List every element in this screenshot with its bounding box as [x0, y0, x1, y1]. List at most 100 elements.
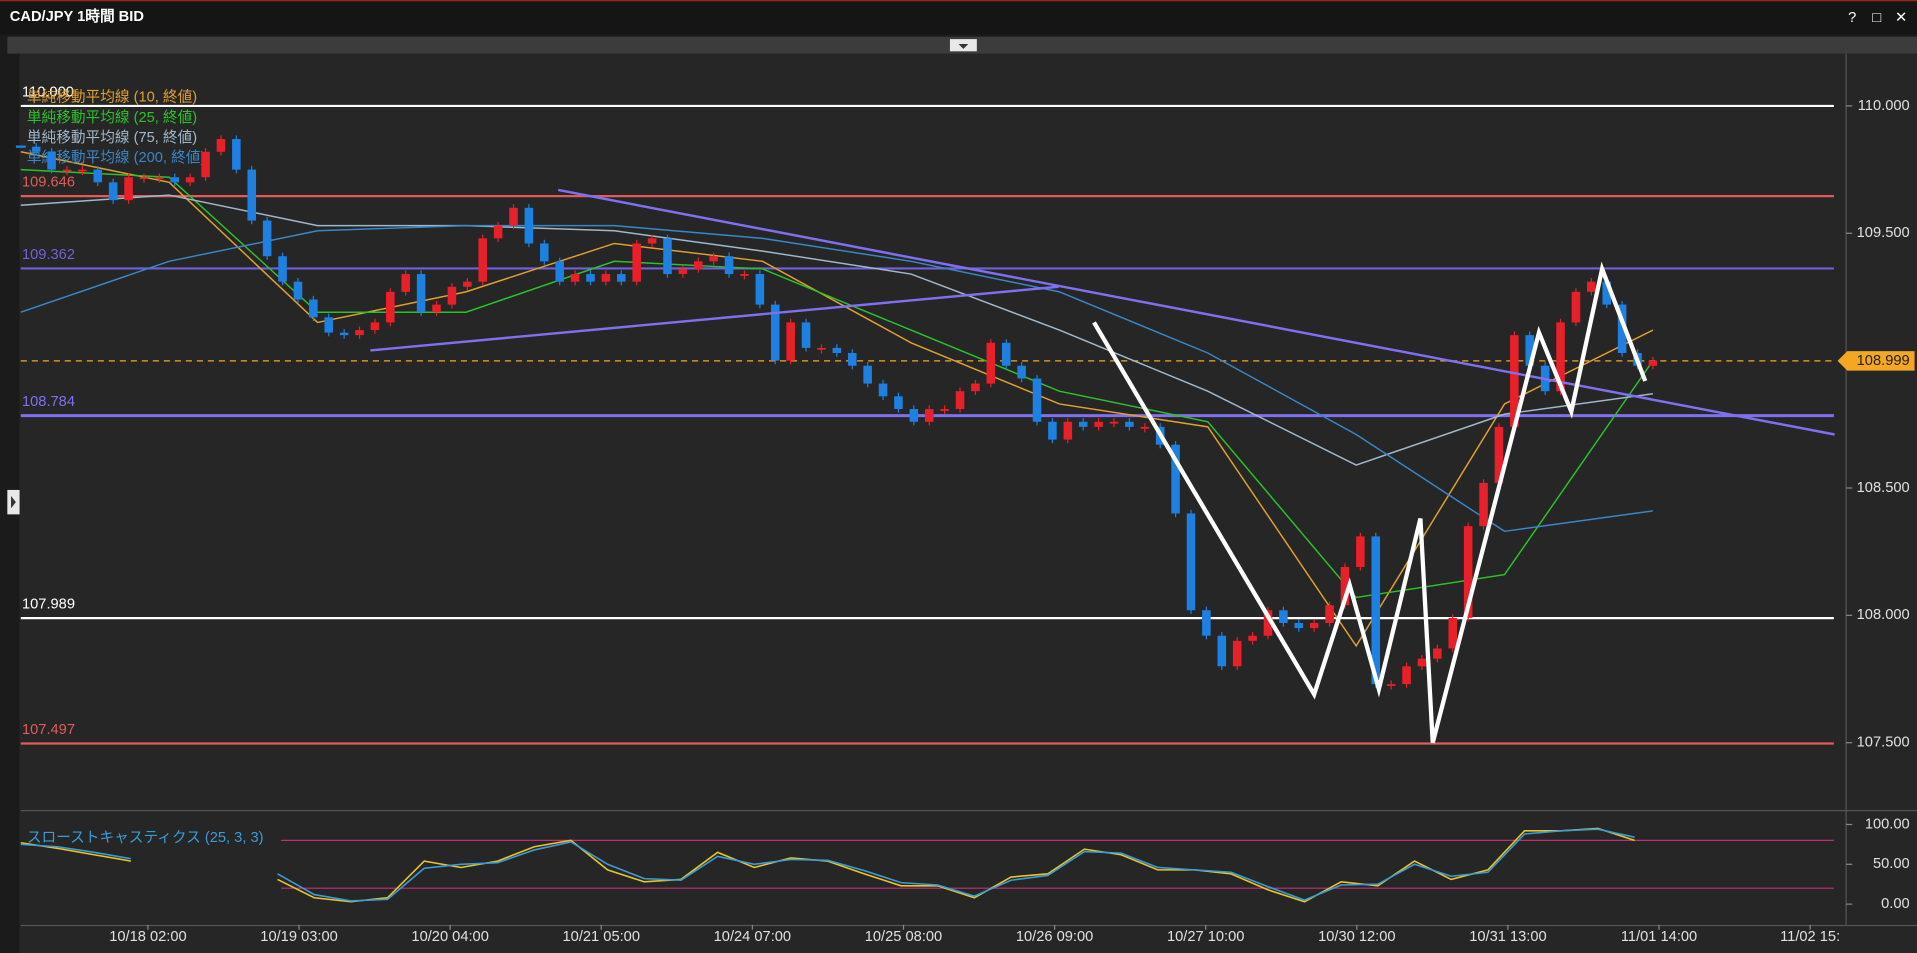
close-button[interactable]: ✕	[1895, 10, 1907, 26]
candle	[1510, 335, 1519, 427]
candle	[139, 177, 149, 180]
candle	[1648, 360, 1658, 366]
candle	[1248, 635, 1257, 641]
candle	[586, 274, 595, 282]
x-tick-label: 10/19 03:00	[260, 929, 337, 945]
candle	[940, 409, 949, 411]
candle	[709, 256, 718, 262]
candle	[1587, 281, 1596, 292]
candle	[1202, 610, 1211, 636]
candle	[386, 291, 395, 323]
candle	[555, 261, 564, 282]
candle	[1371, 536, 1381, 685]
side-arrow	[11, 496, 16, 509]
candle	[632, 243, 641, 282]
candle	[617, 274, 626, 282]
candle	[216, 139, 226, 152]
candle	[1032, 378, 1042, 422]
candle	[416, 274, 426, 313]
candle	[93, 169, 103, 183]
level-label: 107.989	[22, 597, 75, 613]
candle	[1294, 622, 1304, 629]
chart-background	[7, 53, 1917, 953]
candle	[663, 238, 672, 275]
current-price-tag	[1837, 351, 1915, 371]
candle	[540, 243, 549, 262]
stochastic-panel: 100.00 50.00 0.00 スローストキャスティクス (25, 3, 3)	[20, 816, 1910, 912]
legend-entry: 単純移動平均線 (200, 終値)	[27, 149, 205, 166]
candle	[724, 256, 734, 275]
candle	[232, 139, 241, 170]
legend-entry: 単純移動平均線 (75, 終値)	[27, 129, 197, 146]
x-tick-label: 10/24 07:00	[714, 929, 791, 945]
candle	[401, 274, 411, 292]
level-label: 109.646	[22, 175, 75, 191]
moving-average-line	[20, 168, 1654, 599]
legend-entry: 単純移動平均線 (10, 終値)	[27, 89, 197, 106]
candle	[693, 261, 703, 269]
candle	[1109, 421, 1119, 424]
candle	[108, 182, 118, 201]
candle	[339, 332, 349, 336]
candle	[1309, 622, 1319, 629]
candle	[1263, 610, 1273, 636]
level-label: 109.362	[22, 247, 75, 263]
moving-average-line	[20, 224, 1654, 533]
candle	[1001, 342, 1011, 366]
candle	[909, 409, 919, 422]
candle	[278, 256, 287, 282]
y-tick-label: 108.000	[1857, 607, 1910, 623]
x-tick-label: 10/31 13:00	[1469, 929, 1546, 945]
candle	[1479, 482, 1488, 527]
y-tick-label: 108.500	[1857, 480, 1910, 496]
candle	[1094, 421, 1103, 427]
y-tick-label: 107.500	[1857, 735, 1910, 751]
candle	[185, 177, 195, 183]
candle	[1186, 513, 1196, 611]
candle	[1125, 421, 1134, 427]
y-tick-label: 110.000	[1858, 98, 1910, 114]
candle	[124, 177, 133, 201]
candle	[1356, 536, 1365, 567]
candle	[1048, 421, 1057, 440]
candle	[1617, 304, 1627, 353]
candle	[1017, 365, 1026, 379]
candle	[971, 383, 980, 392]
candle	[31, 146, 41, 152]
candle	[201, 151, 210, 178]
candle	[478, 238, 487, 282]
maximize-button[interactable]: □	[1872, 10, 1881, 26]
candle	[170, 177, 180, 183]
candle	[262, 220, 272, 257]
candle	[432, 304, 441, 313]
help-button[interactable]: ?	[1848, 10, 1856, 26]
candle	[309, 299, 318, 318]
candle	[786, 322, 795, 361]
x-tick-label: 10/18 02:00	[109, 929, 186, 945]
candle	[293, 281, 303, 300]
candle	[1463, 526, 1473, 618]
y-tick-label: 0.00	[1881, 896, 1910, 912]
level-label: 107.497	[22, 722, 75, 738]
x-tick-label: 11/01 14:00	[1621, 929, 1697, 945]
candle	[878, 383, 888, 397]
candle	[509, 207, 518, 226]
candle	[524, 207, 534, 244]
current-price-label: 108.999	[1857, 353, 1910, 369]
candle	[647, 238, 657, 244]
trend-line	[557, 188, 1835, 436]
candle	[1078, 421, 1088, 427]
moving-average-line	[20, 151, 1654, 648]
candle	[832, 347, 842, 353]
candle	[863, 365, 872, 384]
candle	[1448, 617, 1458, 649]
candle	[78, 169, 87, 172]
candle	[570, 274, 580, 282]
level-label: 110.000	[22, 84, 74, 100]
candle	[1279, 610, 1288, 623]
candle	[1140, 426, 1150, 429]
candle	[678, 268, 688, 275]
y-tick-label: 50.00	[1873, 856, 1910, 872]
